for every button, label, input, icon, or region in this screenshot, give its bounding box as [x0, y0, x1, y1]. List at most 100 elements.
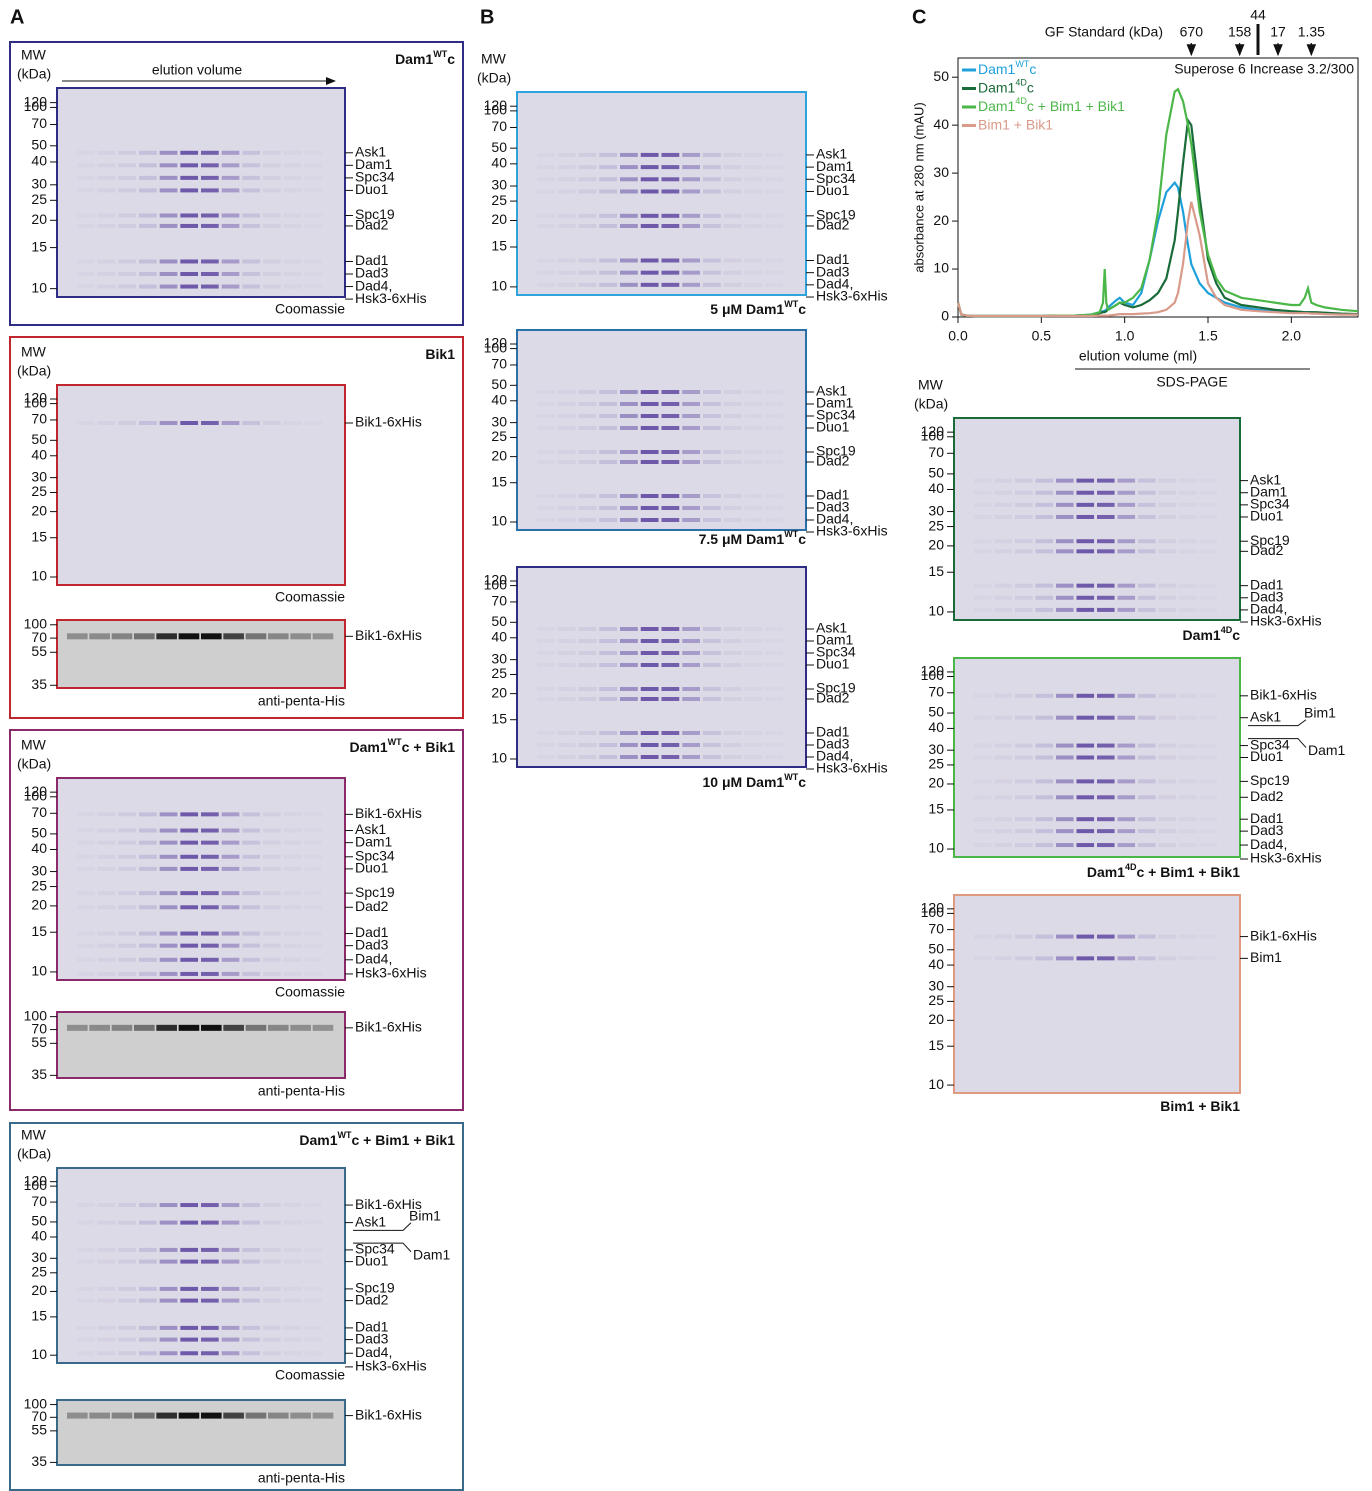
gel-band: [1179, 744, 1197, 748]
gel-band: [180, 932, 198, 936]
gel-band: [558, 177, 576, 181]
gel-band: [1159, 491, 1177, 495]
gel-band: [537, 258, 555, 262]
gel-band: [765, 426, 783, 430]
gel-band: [641, 165, 659, 169]
gel-band: [745, 697, 763, 701]
gel-band: [304, 855, 322, 859]
gel-band: [1097, 779, 1115, 783]
gel-band: [263, 829, 281, 833]
callout-label: Bim1: [1304, 704, 1336, 720]
gel-band: [620, 450, 638, 454]
gel-band: [98, 958, 116, 962]
gel-band: [620, 271, 638, 275]
legend-label-part: 4D: [1015, 78, 1027, 88]
y-tick-label: 0: [941, 308, 949, 324]
gel-band: [579, 627, 597, 631]
gel-band: [974, 479, 992, 483]
gel-band: [703, 271, 721, 275]
gel-band: [1200, 756, 1218, 760]
callout-label: Bim1: [409, 1207, 441, 1223]
legend-label-part: Bim1 + Bik1: [978, 116, 1053, 132]
gel-band: [724, 189, 742, 193]
gel-band: [118, 1351, 136, 1355]
gel-band: [77, 272, 95, 276]
gel-band: [537, 283, 555, 287]
gel-band: [765, 214, 783, 218]
gel-band: [139, 285, 157, 289]
gel-band: [1056, 596, 1074, 600]
gel-band: [724, 506, 742, 510]
mw-tick-label: 50: [31, 825, 47, 841]
gel-band: [242, 812, 260, 816]
gel-band: [765, 402, 783, 406]
gel-band: [558, 731, 576, 735]
gel-image: [57, 778, 345, 980]
gel-band: [724, 165, 742, 169]
gel-band: [974, 608, 992, 612]
gel-band: [1036, 539, 1054, 543]
gel-band: [180, 891, 198, 895]
gel-band: [537, 663, 555, 667]
band-label: Duo1: [1250, 508, 1284, 524]
mw-tick-label: 70: [491, 356, 507, 372]
gel-band: [1036, 479, 1054, 483]
gel-band: [765, 414, 783, 418]
figure: A B C Dam1WTcMW(kDa)elution volume120100…: [0, 0, 1372, 1491]
gel-band: [724, 743, 742, 747]
gel-band: [599, 189, 617, 193]
mw-tick-label: 15: [928, 563, 944, 579]
gel-band: [180, 855, 198, 859]
band-label: Duo1: [816, 419, 850, 435]
gel-band: [537, 214, 555, 218]
mw-tick-label: 30: [31, 862, 47, 878]
mw-tick-label: 55: [31, 1034, 47, 1050]
gel-band: [201, 188, 219, 192]
gel-band: [242, 1338, 260, 1342]
gel-band: [284, 224, 302, 228]
mw-tick-label: 20: [31, 502, 47, 518]
gel-band: [537, 755, 555, 759]
mw-tick-label: 30: [928, 502, 944, 518]
gel-band: [1015, 539, 1033, 543]
gel-band: [724, 460, 742, 464]
gel-band: [222, 224, 240, 228]
gel-band: [222, 285, 240, 289]
gel-band: [284, 1338, 302, 1342]
gel-band: [118, 891, 136, 895]
gel-band: [599, 687, 617, 691]
gel-band: [620, 258, 638, 262]
legend-label-part: 4D: [1015, 96, 1027, 106]
gel-band: [579, 177, 597, 181]
mw-tick-label: 40: [31, 840, 47, 856]
mw-header: (kDa): [477, 70, 511, 86]
gel-band: [995, 515, 1013, 519]
gel-band: [995, 744, 1013, 748]
gel-band: [160, 1260, 178, 1264]
gel-band: [558, 743, 576, 747]
band-label: Bik1-6xHis: [1250, 687, 1317, 703]
gel-band: [180, 1338, 198, 1342]
gel-band: [682, 177, 700, 181]
gel-band: [558, 258, 576, 262]
gel-band: [662, 258, 680, 262]
gel-band: [118, 1326, 136, 1330]
blot-band: [268, 1025, 289, 1031]
gel-band: [579, 639, 597, 643]
gel-band: [579, 153, 597, 157]
gel-band: [1200, 795, 1218, 799]
standard-label: 1.35: [1298, 24, 1325, 40]
mw-tick-label: 50: [491, 139, 507, 155]
band-label: Bim1: [1250, 949, 1282, 965]
gel-band: [304, 1351, 322, 1355]
gel-band: [77, 1326, 95, 1330]
gel-band: [242, 972, 260, 976]
mw-header: MW: [21, 344, 47, 360]
gel-band: [662, 414, 680, 418]
gel-band: [641, 390, 659, 394]
gel-band: [579, 518, 597, 522]
gel-band: [682, 402, 700, 406]
gel-band: [662, 214, 680, 218]
blot-band: [112, 1413, 133, 1419]
gel-band: [222, 1248, 240, 1252]
